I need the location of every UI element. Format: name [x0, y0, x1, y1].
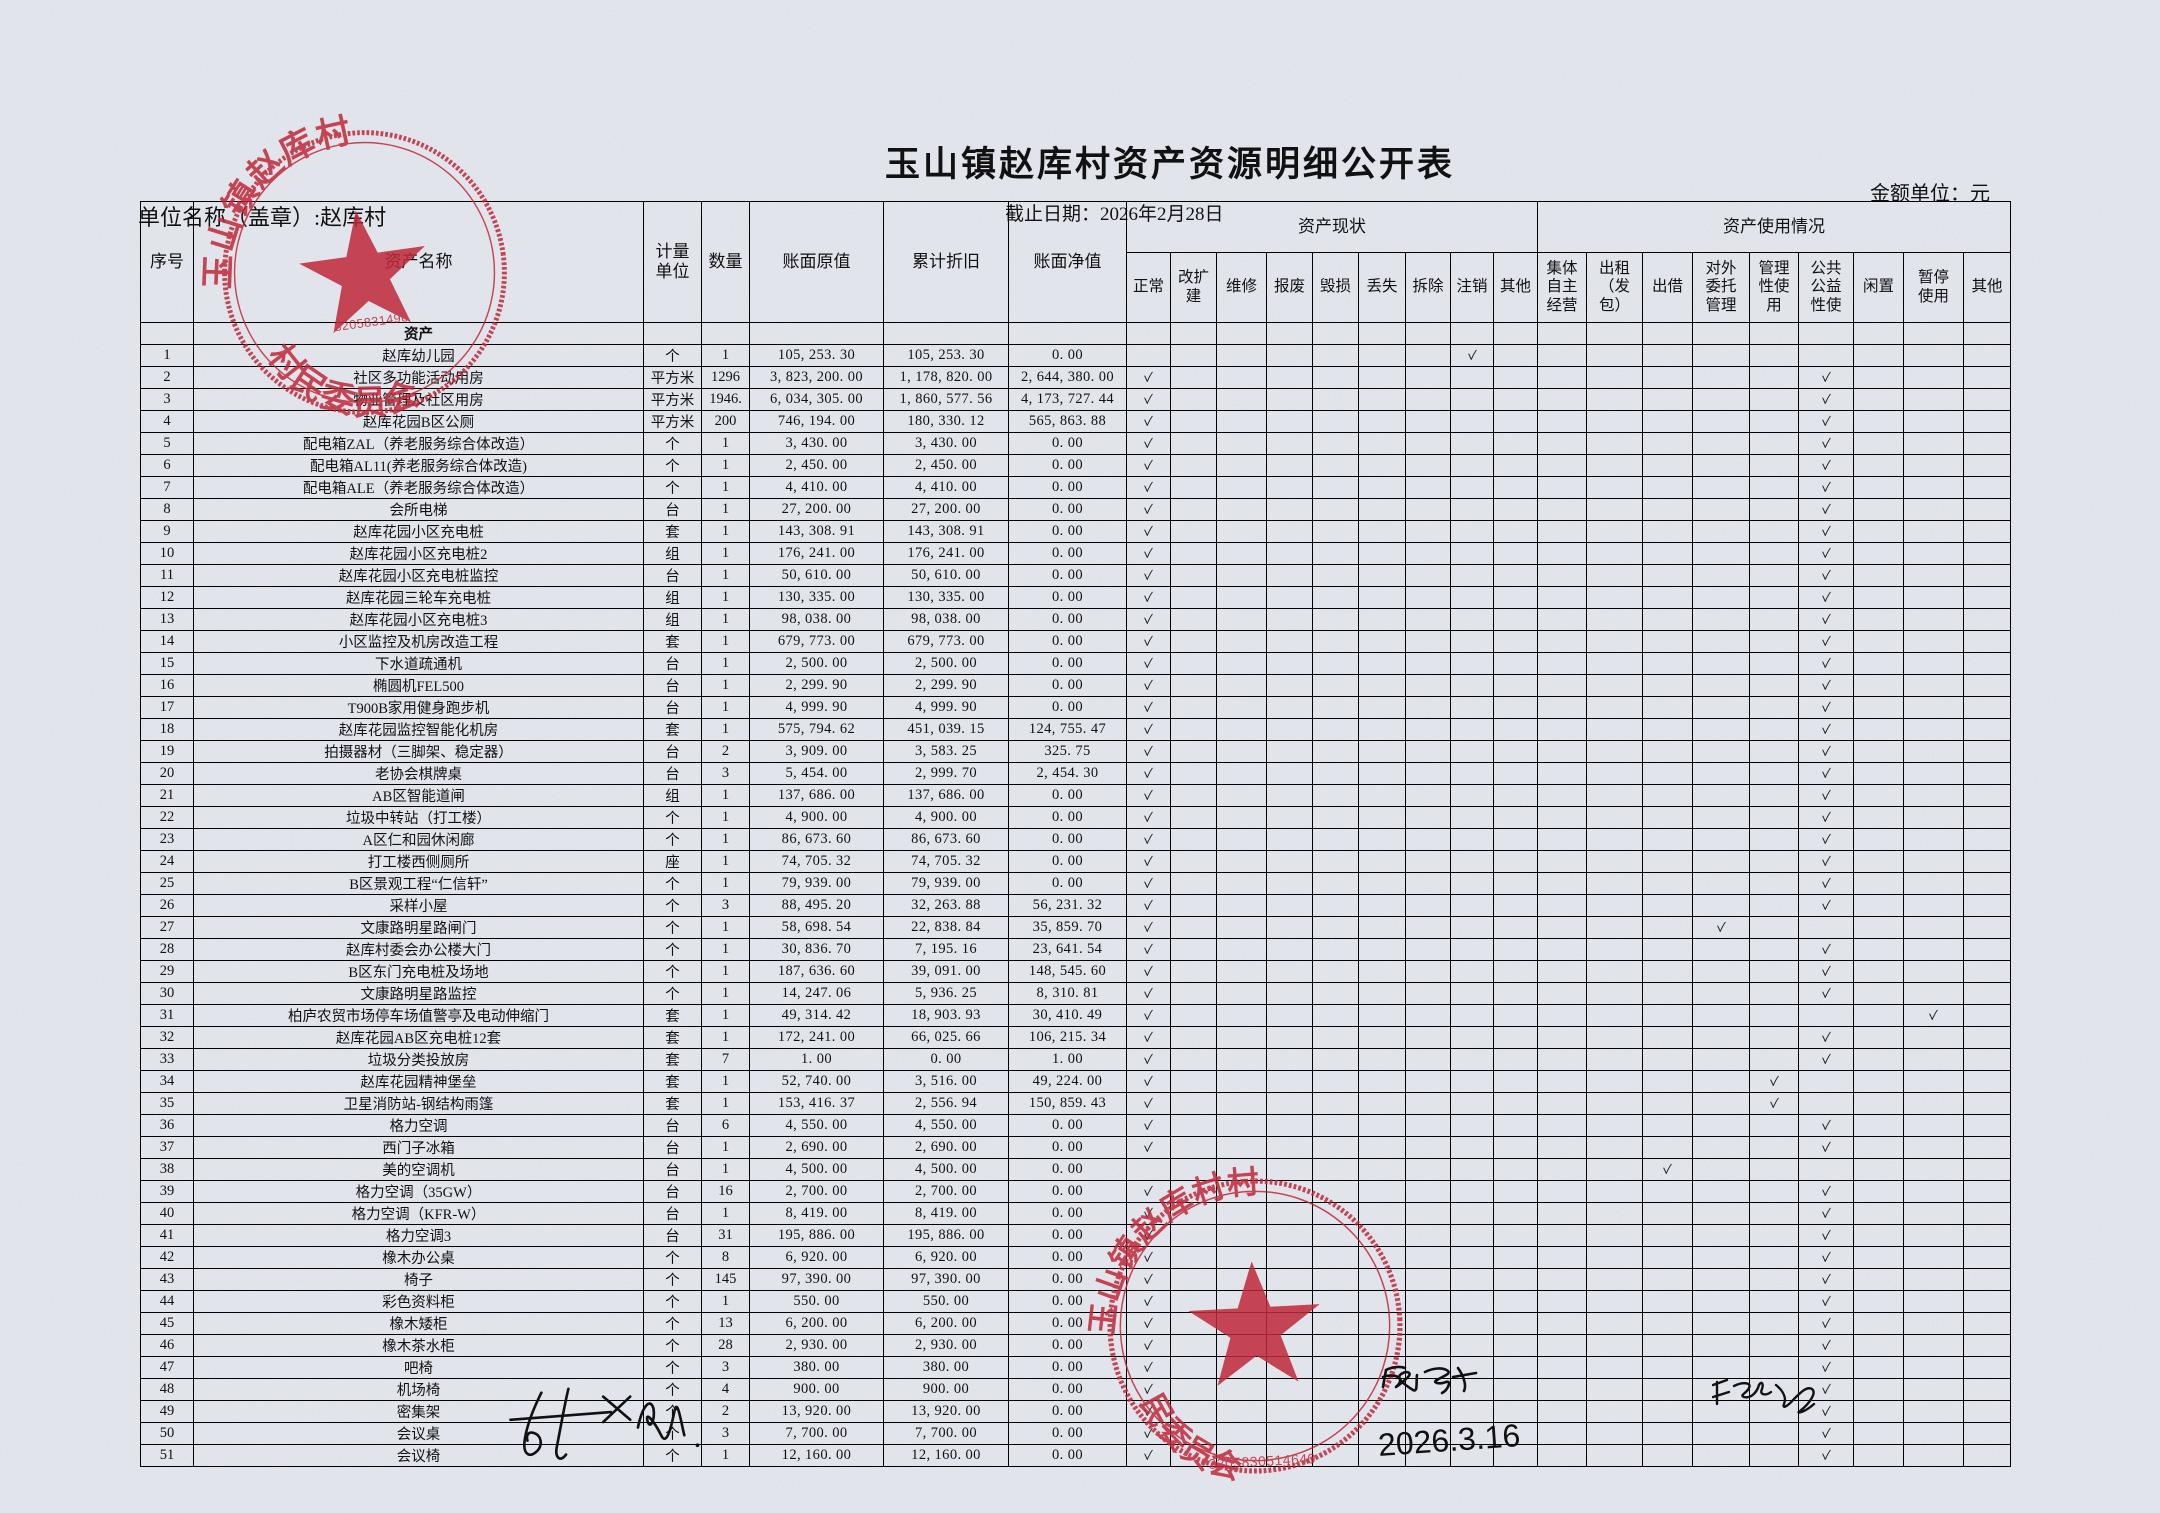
svg-text:村民委员会: 村民委员会	[257, 320, 426, 438]
svg-text:民委员会: 民委员会	[1133, 1384, 1248, 1492]
